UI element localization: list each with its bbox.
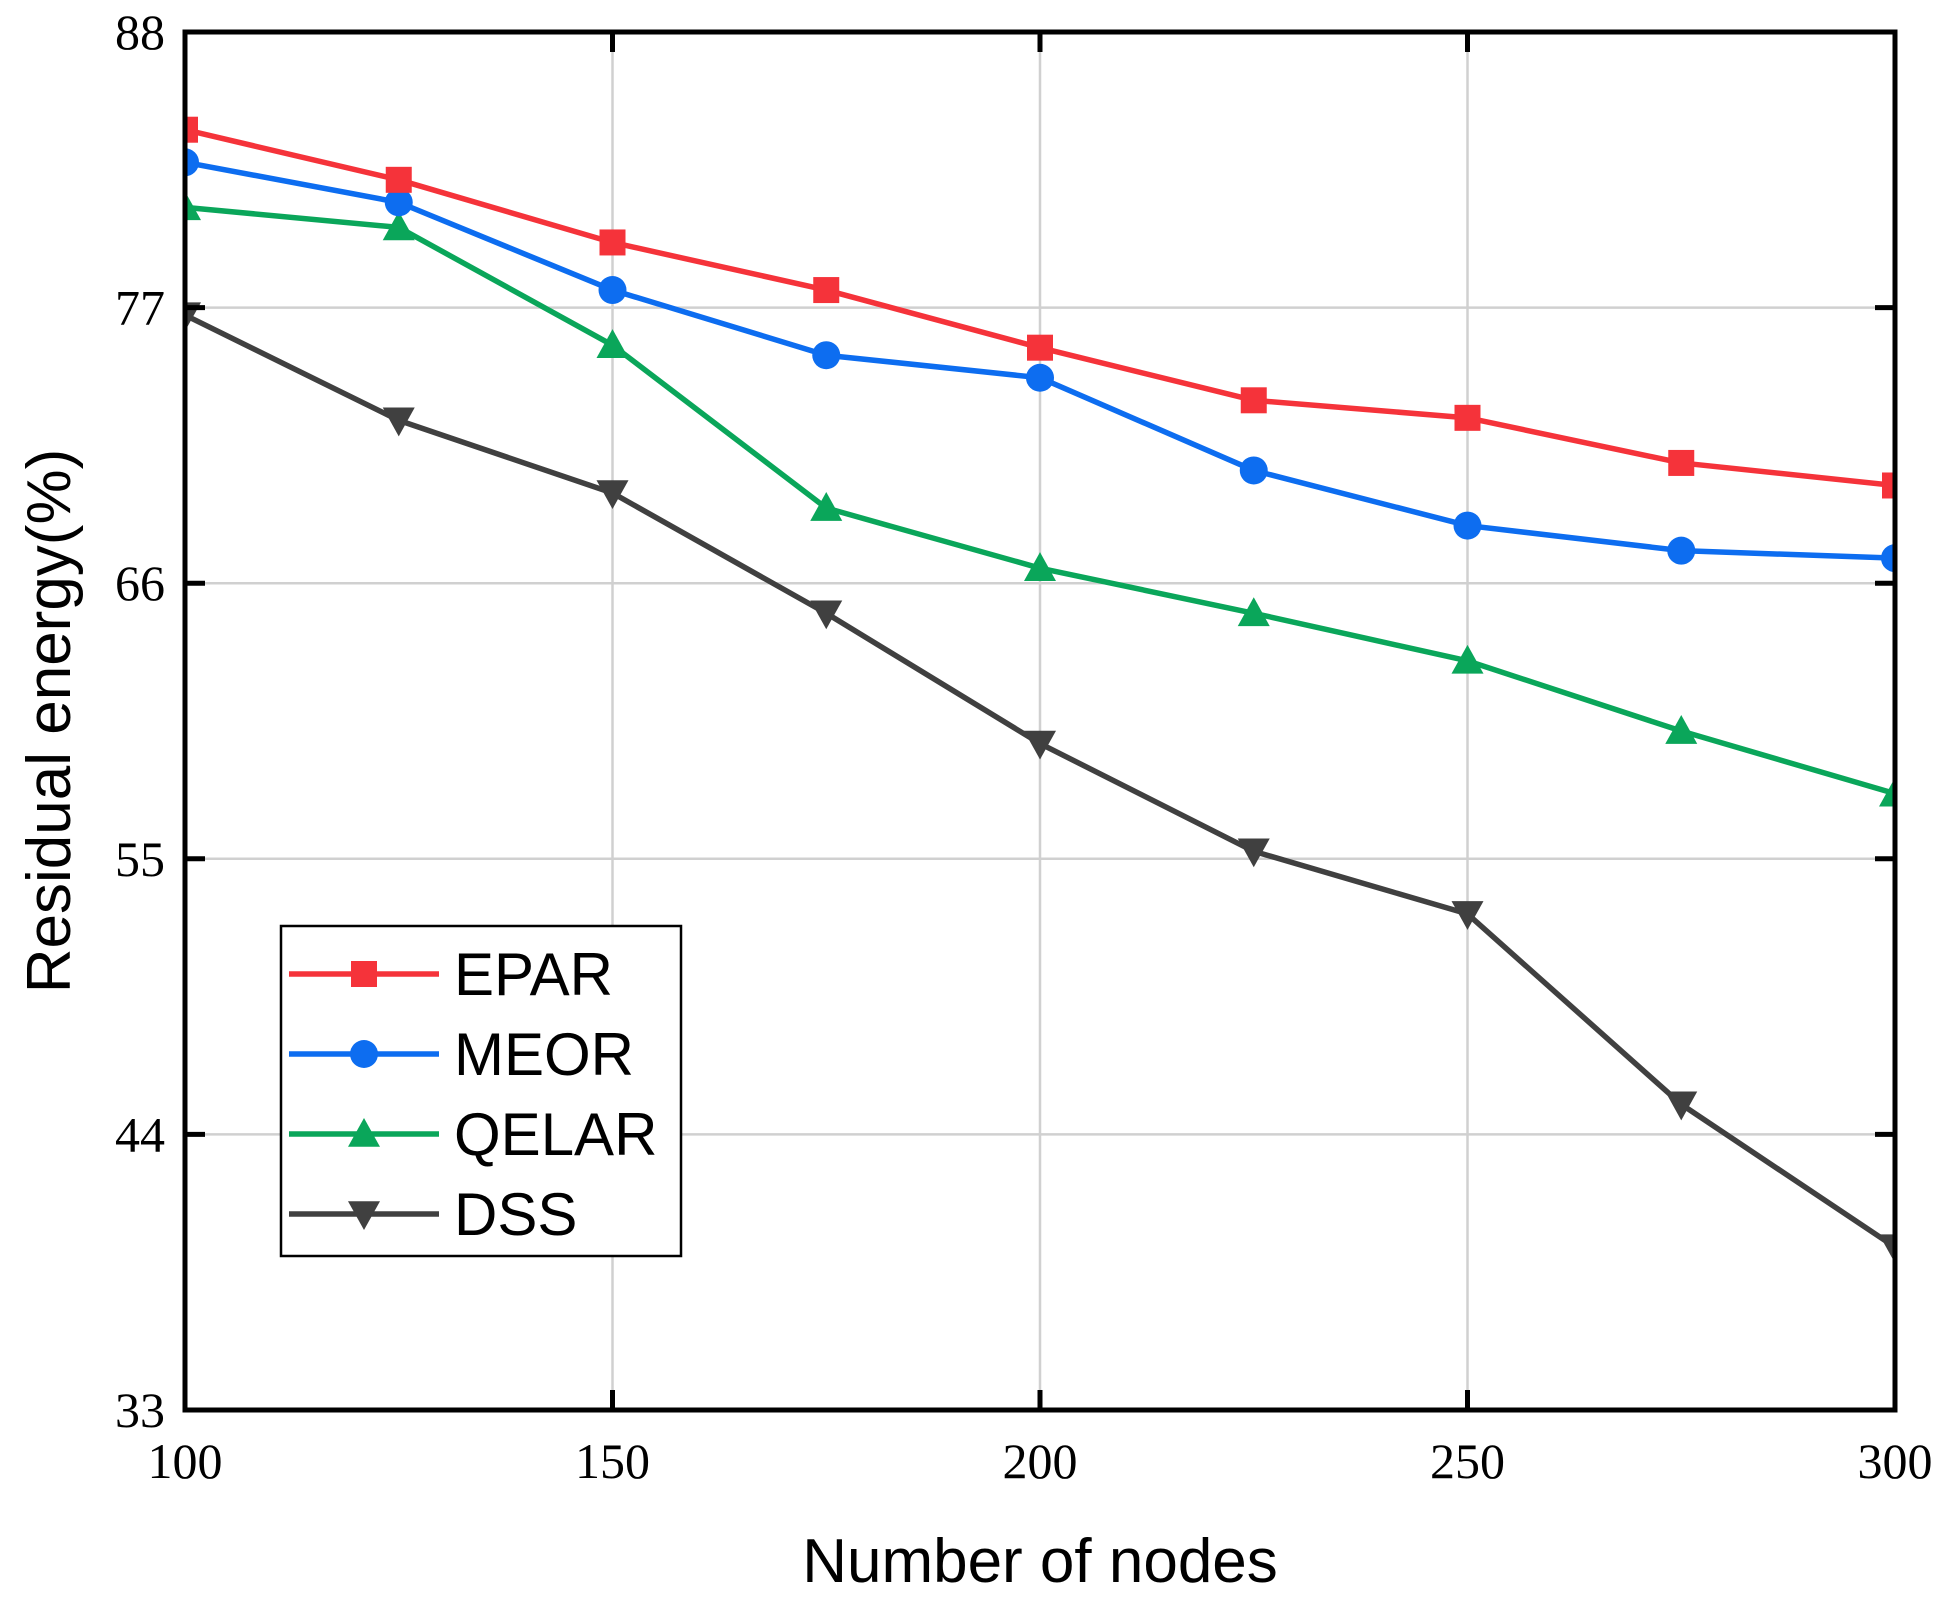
series-meor (185, 148, 1895, 573)
legend-entry-meor: MEOR (289, 1021, 634, 1088)
legend-label: MEOR (454, 1021, 634, 1088)
data-point-dss (382, 407, 415, 437)
x-tick-label: 100 (148, 1433, 223, 1489)
data-point-qelar (382, 211, 415, 241)
legend-marker (348, 1201, 380, 1230)
data-point-qelar (185, 191, 201, 221)
x-tick-label: 300 (1858, 1433, 1933, 1489)
legend-entry-qelar: QELAR (289, 1101, 657, 1168)
data-point-epar (813, 277, 840, 304)
legend: EPAR MEOR QELAR DSS (279, 924, 683, 1258)
y-tick-label: 66 (115, 555, 165, 611)
legend-label: DSS (454, 1181, 577, 1248)
data-point-dss (1879, 1234, 1895, 1264)
legend-entry-epar: EPAR (289, 941, 613, 1008)
legend-label: QELAR (454, 1101, 657, 1168)
legend-marker (350, 1040, 378, 1068)
data-point-dss (596, 480, 629, 510)
x-tick-label: 250 (1430, 1433, 1505, 1489)
x-tick-label: 150 (575, 1433, 650, 1489)
legend-box (279, 924, 683, 1258)
series-dss (185, 302, 1895, 1264)
data-point-epar (1240, 387, 1267, 414)
y-tick-label: 33 (115, 1382, 165, 1438)
x-axis-title: Number of nodes (802, 1527, 1278, 1596)
data-point-epar (185, 116, 198, 143)
data-point-epar (1454, 404, 1481, 431)
data-point-meor (1026, 363, 1054, 392)
data-point-epar (1668, 449, 1695, 476)
data-point-epar (385, 166, 412, 193)
data-point-meor (1667, 536, 1696, 565)
legend-label: EPAR (454, 941, 613, 1008)
series-layer (185, 116, 1895, 1264)
legend-marker (348, 1118, 380, 1147)
y-tick-label: 77 (115, 280, 165, 336)
series-epar (185, 116, 1895, 499)
legend-entry-dss: DSS (289, 1181, 577, 1248)
data-point-dss (1024, 730, 1056, 760)
data-point-meor (598, 276, 627, 305)
data-point-qelar (1024, 552, 1056, 581)
y-tick-label: 55 (115, 831, 165, 887)
data-point-dss (1451, 901, 1484, 930)
data-point-meor (1881, 544, 1895, 573)
y-tick-label: 44 (115, 1106, 165, 1162)
data-point-dss (1665, 1091, 1698, 1121)
data-point-qelar (1451, 644, 1484, 674)
data-point-meor (1239, 456, 1268, 485)
data-point-meor (1453, 511, 1482, 540)
data-point-qelar (1665, 715, 1698, 744)
x-tick-label: 200 (1003, 1433, 1078, 1489)
axis-ticks: 100 150 200 250 300 33 44 55 66 77 88 (115, 4, 1933, 1489)
y-axis-title: Residual energy(%) (15, 449, 84, 993)
data-point-qelar (810, 492, 843, 521)
legend-marker (351, 961, 377, 987)
data-point-meor (812, 341, 841, 370)
data-point-qelar (1237, 597, 1270, 627)
data-point-meor (384, 188, 413, 217)
series-qelar (185, 191, 1895, 807)
data-point-epar (1027, 334, 1053, 361)
data-point-qelar (596, 329, 629, 358)
data-point-qelar (1879, 777, 1895, 807)
data-point-dss (810, 600, 843, 630)
y-tick-label: 88 (115, 4, 165, 60)
data-point-epar (599, 229, 626, 256)
data-point-dss (1237, 838, 1270, 868)
data-point-meor (185, 148, 199, 177)
data-point-epar (1882, 472, 1895, 499)
